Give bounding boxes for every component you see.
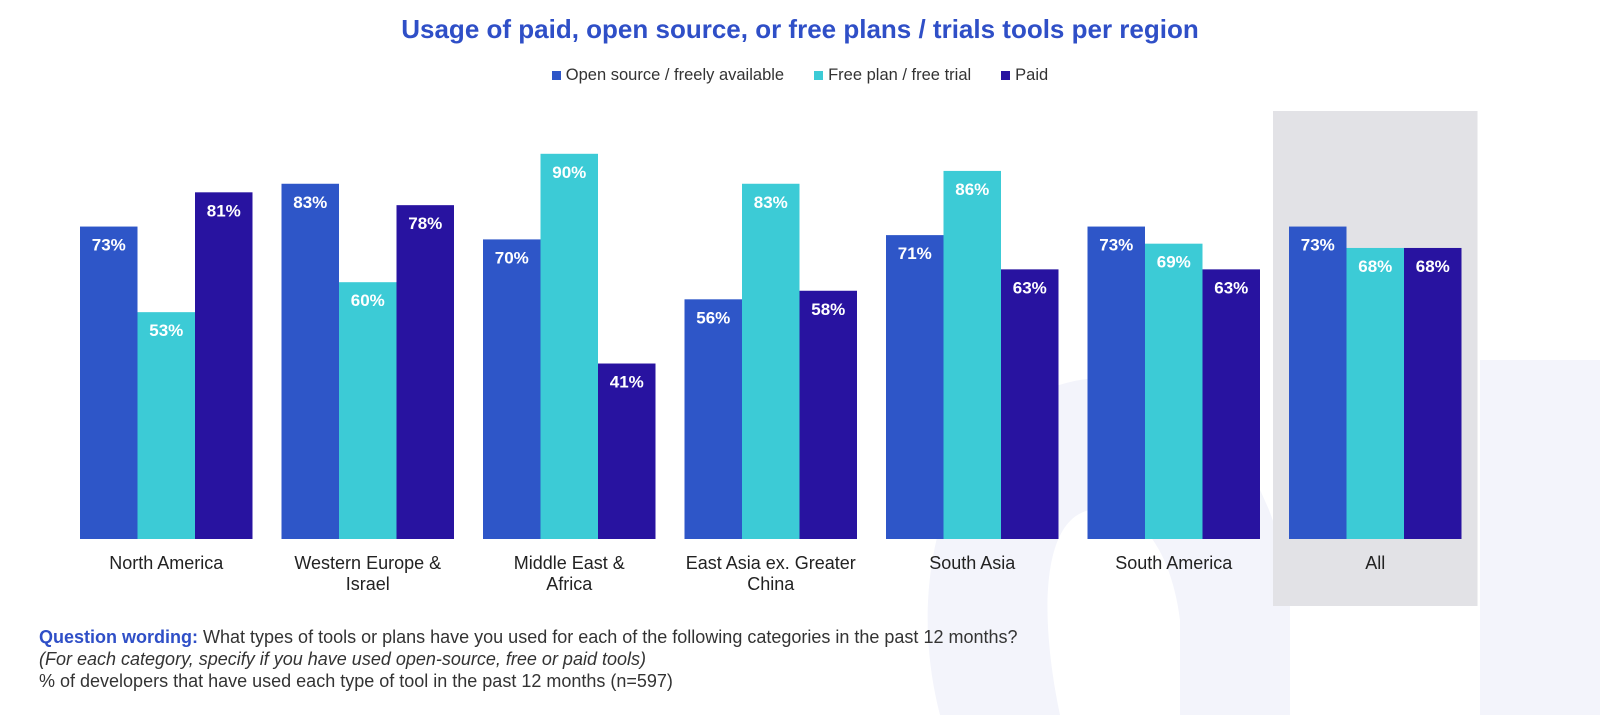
base-text: % of developers that have used each type… (39, 671, 673, 691)
bar-value-label-2-0: 70% (495, 248, 529, 267)
bar-0-1 (137, 312, 195, 539)
category-label-4-0: South Asia (929, 553, 1016, 573)
legend-item-free-plan: Free plan / free trial (814, 66, 971, 85)
question-line: Question wording: What types of tools or… (39, 626, 1018, 648)
footnote: Question wording: What types of tools or… (39, 626, 1018, 692)
legend-item-paid: Paid (1001, 66, 1048, 85)
bar-5-1 (1145, 243, 1203, 539)
bar-1-2 (396, 205, 454, 539)
bar-value-label-5-0: 73% (1099, 236, 1133, 255)
category-label-3-0: East Asia ex. Greater (686, 553, 856, 573)
question-text: What types of tools or plans have you us… (203, 627, 1018, 647)
bar-5-2 (1202, 269, 1260, 539)
category-label-2-0: Middle East & (514, 553, 625, 573)
bar-value-label-5-2: 63% (1214, 278, 1248, 297)
bar-value-label-5-1: 69% (1157, 253, 1191, 272)
legend-swatch-open-source (551, 71, 561, 80)
bar-6-0 (1289, 226, 1347, 539)
bar-value-label-1-0: 83% (293, 193, 327, 212)
legend-label-open-source: Open source / freely available (565, 66, 785, 84)
bar-4-0 (886, 235, 944, 539)
bar-value-label-4-0: 71% (898, 244, 932, 263)
legend-item-open-source: Open source / freely available (551, 66, 785, 85)
bar-3-1 (742, 183, 800, 539)
bar-value-label-3-0: 56% (696, 308, 730, 327)
bar-3-0 (684, 299, 742, 539)
bar-value-label-4-2: 63% (1013, 278, 1047, 297)
instruction-text: (For each category, specify if you have … (39, 649, 646, 669)
bar-value-label-3-2: 58% (811, 300, 845, 319)
legend-swatch-paid (1001, 71, 1011, 80)
legend-label-paid: Paid (1015, 66, 1049, 84)
category-label-1-1: Israel (346, 574, 390, 594)
bar-value-label-0-1: 53% (149, 321, 183, 340)
bar-value-label-1-1: 60% (351, 291, 385, 310)
bar-2-0 (483, 239, 541, 539)
bar-0-0 (80, 226, 138, 539)
bar-2-2 (598, 363, 656, 539)
bar-2-1 (540, 153, 598, 540)
question-label: Question wording: (39, 627, 198, 647)
bar-1-1 (339, 282, 397, 539)
bar-value-label-6-2: 68% (1416, 257, 1450, 276)
bar-value-label-3-1: 83% (754, 193, 788, 212)
bar-4-2 (1001, 269, 1059, 539)
bar-value-label-2-2: 41% (610, 373, 644, 392)
legend: Open source / freely available Free plan… (0, 66, 1600, 85)
bar-5-0 (1087, 226, 1145, 539)
bar-value-label-0-2: 81% (207, 201, 241, 220)
bar-6-2 (1404, 247, 1462, 539)
category-label-0-0: North America (109, 553, 224, 573)
bar-3-2 (799, 290, 857, 539)
bar-value-label-6-1: 68% (1358, 257, 1392, 276)
category-label-6-0: All (1365, 553, 1385, 573)
bar-1-0 (281, 183, 339, 539)
chart-title: Usage of paid, open source, or free plan… (401, 14, 1199, 44)
category-label-2-1: Africa (546, 574, 593, 594)
bar-value-label-2-1: 90% (552, 163, 586, 182)
bar-value-label-6-0: 73% (1301, 236, 1335, 255)
category-label-3-1: China (747, 574, 795, 594)
legend-label-free-plan: Free plan / free trial (828, 66, 972, 84)
bar-4-1 (943, 170, 1001, 540)
category-label-5-0: South America (1115, 553, 1233, 573)
bar-value-label-0-0: 73% (92, 236, 126, 255)
deco-shape-bar (1480, 360, 1600, 715)
bar-6-1 (1346, 247, 1404, 539)
legend-swatch-free-plan (814, 71, 824, 80)
bar-0-2 (195, 192, 253, 539)
bar-value-label-1-2: 78% (408, 214, 442, 233)
bar-value-label-4-1: 86% (955, 180, 989, 199)
category-label-1-0: Western Europe & (294, 553, 441, 573)
